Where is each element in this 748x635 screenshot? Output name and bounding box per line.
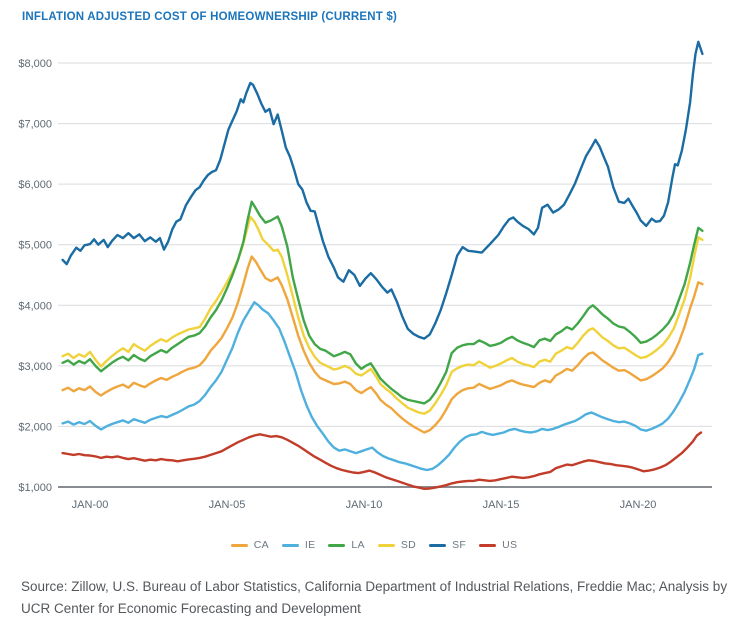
legend-label-SD: SD <box>400 539 417 551</box>
legend-label-SF: SF <box>452 539 467 551</box>
y-axis-tick-label: $1,000 <box>18 482 52 494</box>
series-line-SF <box>61 40 704 340</box>
series-line-US <box>61 431 703 490</box>
series-line-LA <box>61 200 704 405</box>
y-axis-tick-label: $8,000 <box>18 58 52 70</box>
legend-label-US: US <box>502 539 518 551</box>
y-axis-tick-label: $4,000 <box>18 300 52 312</box>
line-chart-canvas: $1,000 $2,000 $3,000 $4,000 $5,000 $6,000 $7,0… <box>18 40 712 511</box>
x-axis-tick-label: JAN-05 <box>209 499 246 511</box>
legend-item-CA: CA <box>230 539 269 551</box>
legend-swatch-SD <box>377 543 395 547</box>
x-axis-tick-label: JAN-00 <box>72 499 109 511</box>
source-text: Source: Zillow, U.S. Bureau of Labor Sta… <box>21 579 728 616</box>
y-axis-tick-label: $7,000 <box>18 119 52 131</box>
y-axis-tick-label: $3,000 <box>18 361 52 373</box>
series-line-IE <box>61 301 704 472</box>
series-line-CA <box>61 255 704 434</box>
legend-item-IE: IE <box>281 539 316 551</box>
x-axis-tick-label: JAN-15 <box>483 499 520 511</box>
x-axis-tick-label: JAN-20 <box>620 499 657 511</box>
y-axis-tick-label: $2,000 <box>18 421 52 433</box>
legend-item-LA: LA <box>328 539 365 551</box>
chart-legend: CA IE LA SD SF US <box>0 539 748 551</box>
y-axis-tick-label: $6,000 <box>18 179 52 191</box>
legend-swatch-CA <box>230 543 248 547</box>
x-axis-tick-label: JAN-10 <box>346 499 383 511</box>
legend-swatch-US <box>479 543 497 547</box>
legend-item-SF: SF <box>429 539 466 551</box>
legend-swatch-SF <box>429 543 447 547</box>
chart-title: INFLATION ADJUSTED COST OF HOMEOWNERSHIP… <box>22 11 397 23</box>
legend-swatch-LA <box>328 543 346 547</box>
legend-label-IE: IE <box>304 539 316 551</box>
legend-label-CA: CA <box>253 539 269 551</box>
y-axis-tick-label: $5,000 <box>18 240 52 252</box>
legend-swatch-IE <box>281 543 299 547</box>
legend-item-SD: SD <box>377 539 417 551</box>
legend-label-LA: LA <box>351 539 365 551</box>
legend-item-US: US <box>479 539 517 551</box>
series-line-SD <box>61 215 704 415</box>
